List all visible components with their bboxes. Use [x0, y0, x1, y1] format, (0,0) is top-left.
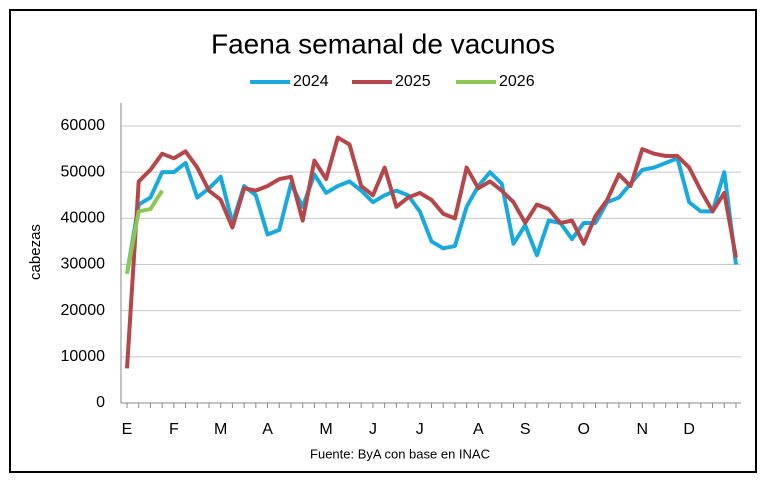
x-tick-label: N — [637, 421, 649, 438]
x-tick-label: F — [169, 421, 179, 438]
x-tick-label: S — [520, 421, 531, 438]
x-tick-label: M — [214, 421, 227, 438]
series-line — [125, 189, 164, 275]
x-tick-label: J — [369, 421, 377, 438]
y-tick-label: 0 — [96, 394, 105, 411]
y-tick-label: 40000 — [61, 210, 106, 227]
x-tick-label: J — [416, 421, 424, 438]
legend-label: 2026 — [499, 73, 535, 90]
x-tick-label: D — [683, 421, 695, 438]
x-tick-label: A — [473, 421, 484, 438]
x-tick-label: E — [122, 421, 133, 438]
legend-label: 2025 — [395, 73, 431, 90]
y-tick-label: 20000 — [61, 302, 106, 319]
legend-label: 2024 — [293, 73, 329, 90]
y-tick-label: 50000 — [61, 163, 106, 180]
series-line — [125, 135, 738, 369]
x-tick-label: A — [262, 421, 273, 438]
y-tick-label: 30000 — [61, 256, 106, 273]
y-tick-label: 10000 — [61, 348, 106, 365]
y-tick-label: 60000 — [61, 117, 106, 134]
source-note: Fuente: ByA con base en INAC — [310, 446, 490, 461]
x-tick-label: O — [578, 421, 590, 438]
chart-title: Faena semanal de vacunos — [211, 28, 555, 59]
y-axis-label: cabezas — [27, 224, 44, 280]
x-tick-label: M — [319, 421, 332, 438]
